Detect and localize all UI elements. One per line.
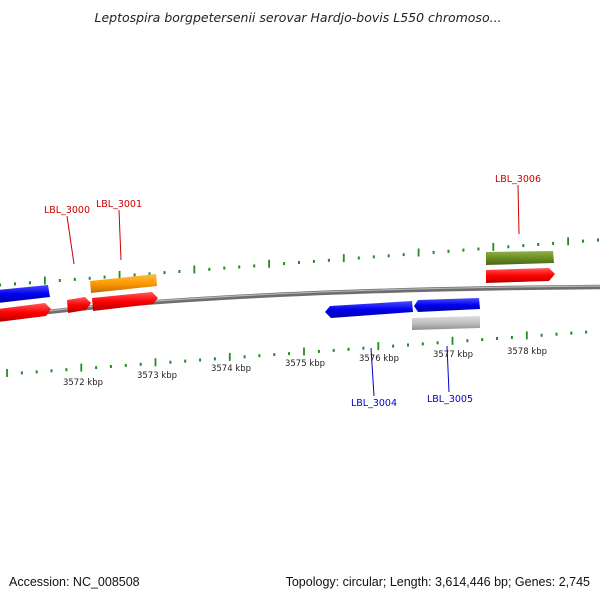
chromosome-backbone-highlight bbox=[0, 285, 600, 318]
gene-feature-lbl-3005[interactable] bbox=[414, 298, 480, 312]
gene-label-lbl-3001[interactable]: LBL_3001 bbox=[96, 199, 142, 210]
gene-features bbox=[0, 251, 555, 330]
accession-text: Accession: NC_008508 bbox=[9, 575, 140, 589]
gene-feature-blue[interactable] bbox=[0, 285, 50, 303]
gene-label-lbl-3006[interactable]: LBL_3006 bbox=[495, 174, 541, 185]
inner-tick-row bbox=[6, 330, 588, 377]
gene-feature-lbl-3000[interactable] bbox=[67, 297, 91, 313]
gene-label-lbl-3005[interactable]: LBL_3005 bbox=[427, 394, 473, 405]
leader-lbl-3000 bbox=[66, 215, 75, 265]
gene-feature-lbl-3001[interactable] bbox=[92, 292, 158, 311]
outer-tick-row bbox=[0, 237, 599, 287]
map-title: Leptospira borgpetersenii serovar Hardjo… bbox=[94, 10, 501, 25]
gene-feature-lbl-3004[interactable] bbox=[325, 301, 413, 318]
chromosome-backbone bbox=[0, 284, 600, 321]
kbp-label: 3578 kbp bbox=[507, 347, 547, 357]
kbp-label: 3576 kbp bbox=[359, 354, 399, 364]
leader-lbl-3001 bbox=[118, 209, 122, 261]
leader-lbl-3006 bbox=[517, 184, 520, 235]
gene-labels: LBL_3000 LBL_3001 LBL_3006 LBL_3004 LBL_… bbox=[44, 174, 541, 409]
gene-feature-lbl-3006-olive[interactable] bbox=[486, 251, 554, 265]
gene-feature-red[interactable] bbox=[0, 303, 51, 322]
gene-feature-grey[interactable] bbox=[412, 316, 480, 330]
kbp-label: 3577 kbp bbox=[433, 350, 473, 360]
gene-feature-lbl-3006[interactable] bbox=[486, 268, 555, 283]
leader-lbl-3005 bbox=[446, 345, 450, 393]
gene-label-lbl-3000[interactable]: LBL_3000 bbox=[44, 205, 90, 216]
genome-summary-text: Topology: circular; Length: 3,614,446 bp… bbox=[286, 575, 590, 589]
gene-label-lbl-3004[interactable]: LBL_3004 bbox=[351, 398, 397, 409]
kbp-label: 3572 kbp bbox=[63, 378, 103, 388]
kbp-label: 3573 kbp bbox=[137, 371, 177, 381]
leader-lbl-3004 bbox=[370, 347, 375, 397]
kbp-label: 3574 kbp bbox=[211, 364, 251, 374]
kbp-label: 3575 kbp bbox=[285, 359, 325, 369]
kbp-labels: 3572 kbp 3573 kbp 3574 kbp 3575 kbp 3576… bbox=[63, 347, 547, 388]
gene-feature-lbl-3001-orange[interactable] bbox=[90, 274, 157, 293]
gene-label-leaders bbox=[66, 184, 520, 397]
